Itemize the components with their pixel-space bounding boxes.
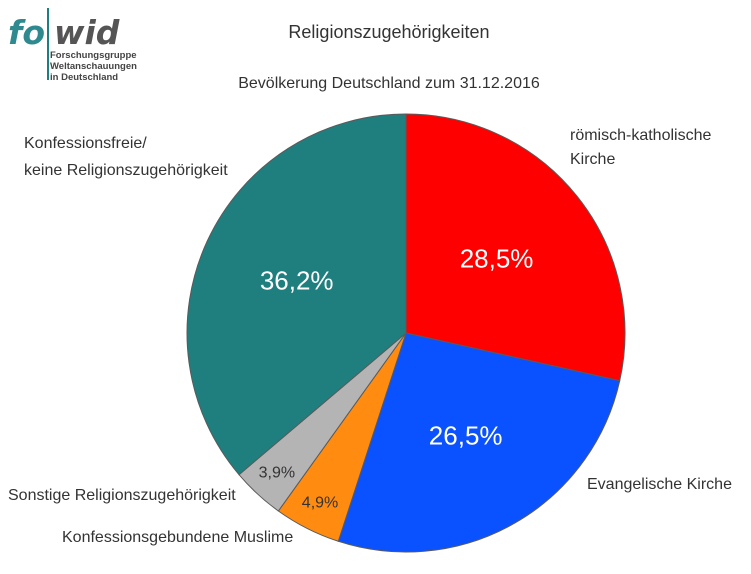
category-label-katholisch: römisch-katholische Kirche: [570, 127, 711, 168]
value-label-katholisch: 28,5%: [460, 243, 534, 273]
category-label-sonstige: Sonstige Religionszugehörigkeit: [8, 487, 236, 504]
category-label-line: Kirche: [570, 151, 615, 168]
category-label-line: Evangelische Kirche: [587, 476, 732, 493]
value-label-evangelisch: 26,5%: [429, 421, 503, 451]
category-label-konfessionsfrei: Konfessionsfreie/keine Religionszugehöri…: [24, 135, 228, 179]
value-label-konfessionsfrei: 36,2%: [260, 265, 334, 295]
pie-slice-konfessionsfrei: [186, 113, 407, 476]
value-label-muslime: 4,9%: [302, 494, 338, 511]
fowid-logo: fo wid Forschungsgruppe Weltanschauungen…: [8, 8, 137, 83]
category-label-line: Konfessionsgebundene Muslime: [62, 529, 293, 546]
pie-slice-evangelisch: [337, 332, 621, 553]
category-label-line: Konfessionsfreie/: [24, 135, 147, 152]
logo-line-2: Weltanschauungen: [50, 61, 137, 72]
pie-category-labels: römisch-katholische Kirche Evangelische Ki…: [8, 127, 732, 546]
pie-slices: [186, 113, 626, 553]
category-label-evangelisch: Evangelische Kirche: [587, 476, 732, 493]
logo-line-1: Forschungsgruppe: [50, 50, 137, 61]
logo-line-3: in Deutschland: [50, 72, 118, 83]
value-label-sonstige: 3,9%: [259, 464, 295, 481]
chart-subtitle: Bevölkerung Deutschland zum 31.12.2016: [238, 75, 540, 92]
logo-divider: [47, 8, 49, 80]
category-label-muslime: Konfessionsgebundene Muslime: [62, 529, 293, 546]
chart-title: Religionszugehörigkeiten: [288, 22, 489, 42]
category-label-line: Sonstige Religionszugehörigkeit: [8, 487, 236, 504]
logo-letters-wid: wid: [54, 13, 120, 52]
category-label-line: keine Religionszugehörigkeit: [24, 162, 228, 179]
logo-letters-fo: fo: [8, 13, 45, 52]
category-label-line: römisch-katholische: [570, 127, 711, 144]
pie-value-labels: 28,5% 26,5% 4,9% 3,9% 36,2%: [259, 243, 534, 511]
pie-slice-katholisch: [405, 113, 626, 382]
